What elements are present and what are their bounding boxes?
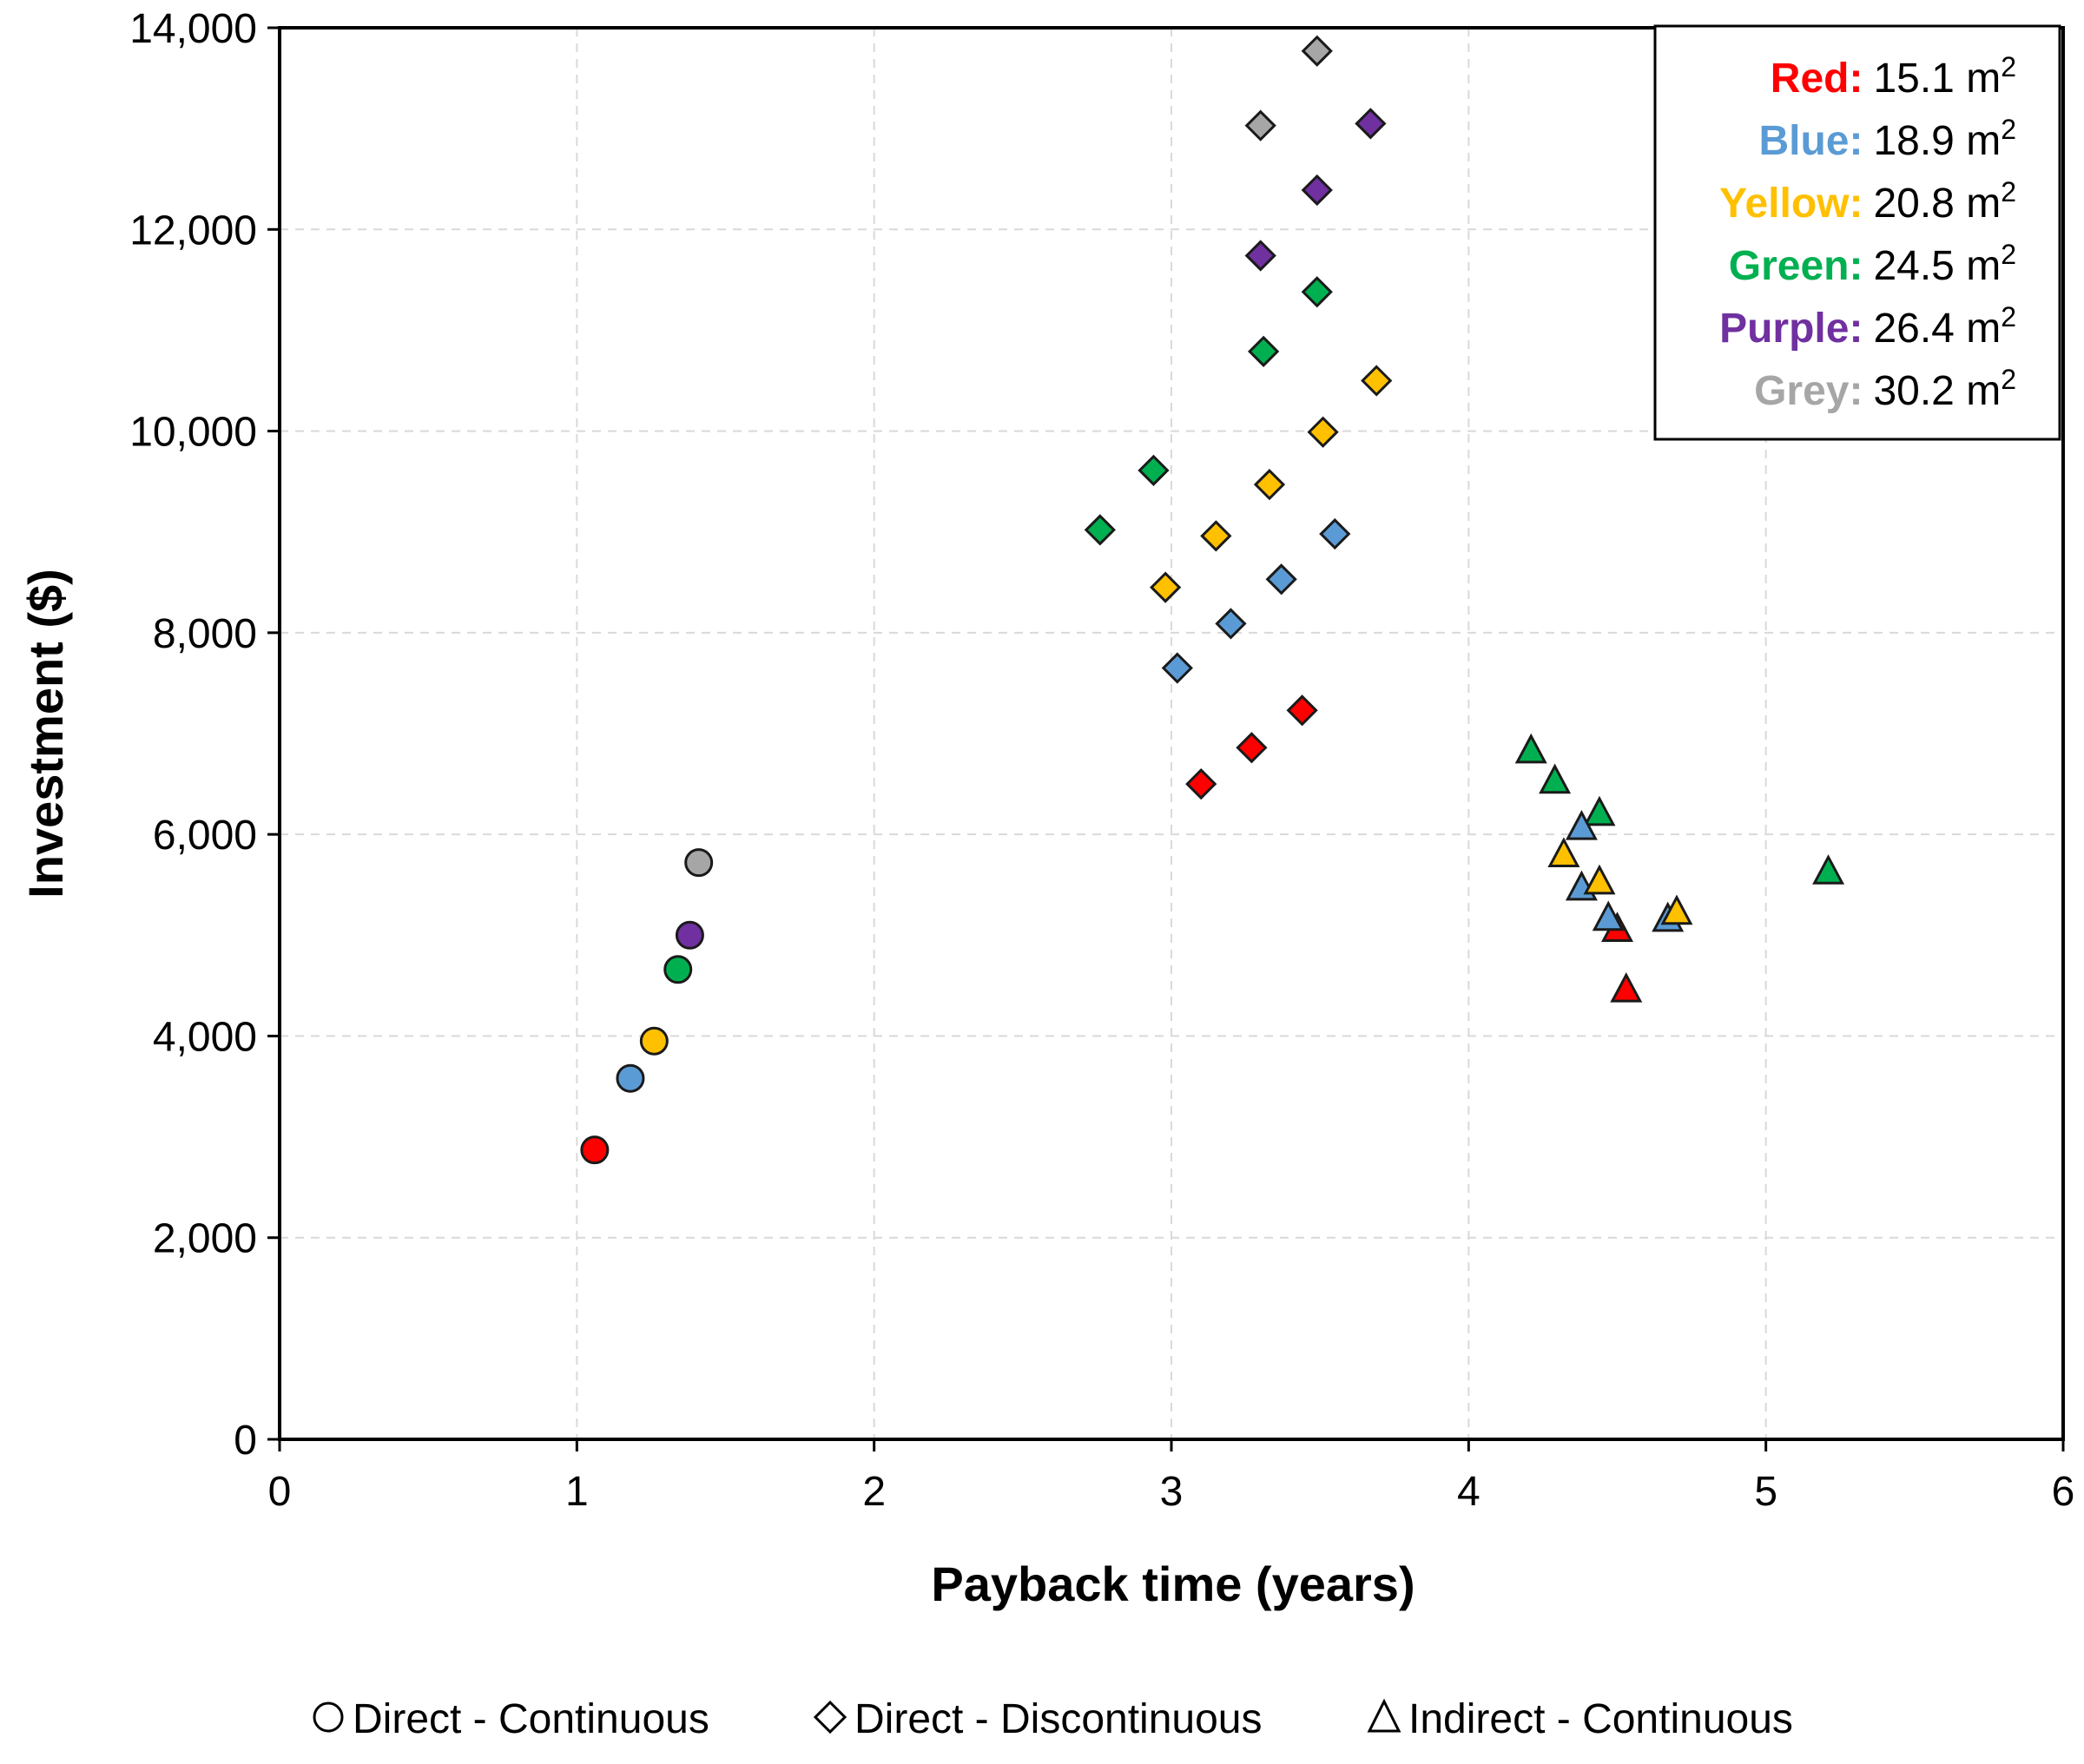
- y-axis-title: Investment ($): [18, 569, 73, 898]
- legend-color-name: Grey:: [1754, 368, 1863, 414]
- legend-entry-grey: Grey: 30.2 m2: [1754, 364, 2016, 414]
- y-tick-label: 12,000: [129, 207, 257, 253]
- shape-legend-label: Indirect - Continuous: [1408, 1696, 1793, 1742]
- legend-color-name: Red:: [1771, 56, 1863, 102]
- y-tick-label: 8,000: [153, 611, 257, 657]
- legend-area-value: 24.5 m: [1873, 243, 2001, 289]
- shape-legend: Direct - Continuous Direct - Discontinuou…: [313, 1696, 1793, 1742]
- shape-legend-label: Direct - Continuous: [353, 1696, 709, 1742]
- x-tick-label: 3: [1160, 1469, 1184, 1515]
- legend-color-name: Yellow:: [1719, 181, 1863, 227]
- shape-legend-triangle-icon: [1367, 1698, 1401, 1733]
- x-tick-label: 1: [565, 1469, 589, 1515]
- diamond-point-blue: [1265, 563, 1297, 596]
- legend-color-name: Blue:: [1758, 118, 1863, 164]
- circle-point-blue: [616, 1063, 645, 1093]
- circle-point-green: [663, 955, 693, 984]
- diamond-point-yellow: [1200, 520, 1232, 552]
- data-points: [580, 35, 1845, 1165]
- triangle-point-green: [1539, 763, 1572, 794]
- diamond-point-red: [1236, 732, 1268, 764]
- legend-area-exponent: 2: [2001, 239, 2016, 270]
- diamond-point-grey: [1301, 35, 1333, 67]
- triangle-point-yellow: [1547, 837, 1580, 868]
- legend-area-exponent: 2: [2001, 114, 2016, 145]
- x-tick-label: 4: [1457, 1469, 1481, 1515]
- color-legend-box: [1653, 24, 2061, 441]
- diamond-point-purple: [1301, 174, 1333, 207]
- triangle-point-blue: [1592, 900, 1625, 931]
- legend-entry-blue: Blue: 18.9 m2: [1758, 114, 2016, 164]
- legend-entry-green: Green: 24.5 m2: [1729, 239, 2016, 289]
- legend-entry-yellow: Yellow: 20.8 m2: [1719, 176, 2016, 227]
- y-tick-label: 6,000: [153, 813, 257, 859]
- triangle-point-green: [1514, 733, 1547, 764]
- diamond-point-green: [1138, 454, 1170, 486]
- legend-area-value: 30.2 m: [1873, 368, 2001, 414]
- legend-color-name: Green:: [1729, 243, 1863, 289]
- shape-legend-diamond-icon: [813, 1700, 847, 1734]
- y-tick-label: 0: [234, 1418, 257, 1464]
- legend-area-exponent: 2: [2001, 301, 2016, 332]
- x-tick-label: 2: [862, 1469, 886, 1515]
- shape-legend-label: Direct - Discontinuous: [854, 1696, 1263, 1742]
- legend-area-exponent: 2: [2001, 51, 2016, 82]
- triangle-point-red: [1610, 971, 1643, 1003]
- diamond-point-green: [1248, 335, 1280, 367]
- triangle-point-yellow: [1660, 894, 1693, 925]
- x-tick-label: 6: [2052, 1469, 2075, 1515]
- shape-legend-circle-icon: [313, 1701, 344, 1733]
- legend-area-value: 26.4 m: [1873, 306, 2001, 352]
- triangle-point-green: [1583, 795, 1616, 826]
- triangle-point-green: [1812, 854, 1845, 885]
- circle-point-purple: [675, 920, 704, 950]
- diamond-point-purple: [1355, 108, 1387, 140]
- diamond-point-purple: [1244, 240, 1276, 272]
- diamond-point-red: [1185, 767, 1217, 800]
- diamond-point-red: [1286, 694, 1318, 727]
- diamond-point-blue: [1215, 608, 1247, 640]
- legend-color-name: Purple:: [1719, 306, 1863, 352]
- legend-area-value: 18.9 m: [1873, 118, 2001, 164]
- diamond-point-yellow: [1307, 416, 1339, 448]
- x-axis-title: Payback time (years): [931, 1557, 1415, 1611]
- legend-entry-red: Red: 15.1 m2: [1771, 51, 2016, 102]
- diamond-point-green: [1084, 514, 1116, 546]
- diamond-point-yellow: [1150, 571, 1182, 603]
- circle-point-yellow: [639, 1026, 669, 1056]
- circle-point-red: [580, 1135, 610, 1165]
- diamond-point-blue: [1161, 652, 1193, 684]
- x-tick-label: 5: [1754, 1469, 1777, 1515]
- x-tick-label: 0: [268, 1469, 292, 1515]
- axis-ticks: 0 1 2 3 4 5 6 0 2,000 4,000 6,000 8,000 10,000 12,000…: [129, 6, 2074, 1515]
- legend-area-exponent: 2: [2001, 176, 2016, 207]
- y-tick-label: 10,000: [129, 410, 257, 456]
- circle-point-grey: [684, 848, 714, 878]
- legend-area-value: 20.8 m: [1873, 181, 2001, 227]
- diamond-point-grey: [1244, 109, 1276, 142]
- triangle-point-blue: [1565, 809, 1598, 840]
- diamond-point-blue: [1319, 517, 1351, 550]
- triangle-point-yellow: [1583, 864, 1616, 895]
- legend-area-exponent: 2: [2001, 364, 2016, 395]
- y-tick-label: 14,000: [129, 6, 257, 52]
- diamond-point-yellow: [1253, 469, 1286, 501]
- y-tick-label: 4,000: [153, 1014, 257, 1060]
- legend-area-value: 15.1 m: [1873, 56, 2001, 102]
- legend-entry-purple: Purple: 26.4 m2: [1719, 301, 2016, 352]
- diamond-point-green: [1301, 276, 1333, 308]
- y-tick-label: 2,000: [153, 1216, 257, 1262]
- diamond-point-yellow: [1361, 365, 1393, 397]
